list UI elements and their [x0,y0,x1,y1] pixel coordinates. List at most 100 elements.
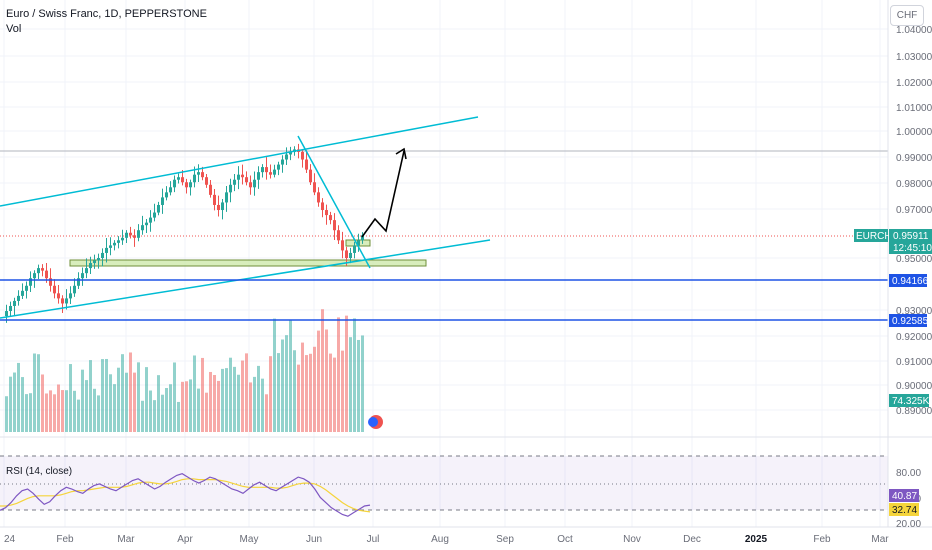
candle-body [281,159,284,165]
current-price-badge: 0.95911 12:45:10 [889,229,932,254]
candle-body [49,278,52,286]
candle-body [101,252,104,258]
time-tick-label: Jun [306,534,322,545]
rsi-tick-label: 80.00 [896,468,921,479]
candle-body [149,217,152,223]
support-zone[interactable] [69,259,427,267]
volume-bar [157,375,160,432]
candle-body [357,240,360,246]
price-tick-label: 0.97000 [896,205,932,216]
volume-bar [25,394,28,432]
candle-body [341,240,344,251]
rsi-ma-badge-text: 32.74 [892,505,917,516]
candle-body [277,164,280,170]
time-tick-label: Mar [871,534,889,545]
volume-bar [9,376,12,432]
volume-bar [201,357,204,432]
volume-bar [353,318,356,432]
candle-body [301,151,304,160]
candle-body [261,167,264,173]
volume-bar [49,390,52,432]
time-tick-label: 24 [4,534,16,545]
candle-body [189,182,192,188]
candle-body [21,290,24,296]
candle-body [125,232,128,238]
candle-body [269,172,272,175]
candle-body [61,298,64,304]
chart-legend: Euro / Swiss Franc, 1D, PEPPERSTONE Vol [6,7,207,37]
candle-body [85,268,88,274]
candle-body [185,182,188,188]
volume-badge-text: 74.325K [892,396,930,407]
volume-bar [253,376,256,432]
volume-bar [145,367,148,432]
candle-body [169,187,172,193]
channel-upper-line[interactable] [0,116,479,207]
time-tick-label: 2025 [745,534,768,545]
volume-bar [85,380,88,432]
rsi-legend-label[interactable]: RSI (14, close) [6,466,73,477]
price-axis[interactable]: 1.04000 1.03000 1.02000 1.01000 1.00000 0.990… [896,25,932,417]
volume-bar [69,364,72,432]
volume-bar [97,395,100,432]
currency-button[interactable]: CHF [890,5,924,26]
symbol-title[interactable]: Euro / Swiss Franc, 1D, PEPPERSTONE [6,8,207,20]
volume-bar [189,379,192,432]
volume-bar [185,381,188,432]
volume-bar [165,388,168,432]
time-tick-label: Oct [557,534,573,545]
candlestick-series [5,143,364,323]
volume-bar [173,362,176,432]
volume-bar [361,335,364,432]
volume-bar [289,320,292,432]
downtrend-line[interactable] [297,135,371,269]
candle-body [313,182,316,193]
candle-body [225,192,228,203]
candle-body [333,220,336,231]
candle-body [45,270,48,279]
volume-bar [17,362,20,432]
volume-bar [13,372,16,432]
volume-bar [261,378,264,432]
time-axis[interactable]: 24 Feb Mar Apr May Jun Jul Aug Sep Oct Nov Dec 2025 F… [4,534,889,545]
volume-bar [209,371,212,432]
volume-bar [153,400,156,432]
volume-bar [357,339,360,432]
time-tick-label: Aug [431,534,449,545]
rsi-value-badge-text: 40.87 [892,491,917,502]
rsi-value-badge: 40.87 [889,489,919,502]
candle-body [201,172,204,178]
volume-bar [29,393,32,432]
volume-bar [317,330,320,432]
price-tick-label: 0.89000 [896,406,932,417]
time-tick-label: Feb [56,534,74,545]
candle-body [77,278,80,286]
candle-body [289,151,292,155]
projection-path[interactable] [361,150,405,238]
candle-body [245,177,248,183]
time-tick-label: Mar [117,534,135,545]
volume-bar [221,368,224,432]
volume-bar [309,353,312,432]
candle-body [109,245,112,248]
price-tick-label: 0.99000 [896,153,932,164]
candle-body [177,177,180,180]
price-tick-label: 0.98000 [896,179,932,190]
candle-body [133,235,136,238]
candle-body [141,225,144,231]
rsi-ma-line [0,478,371,513]
volume-bar [65,390,68,432]
candle-body [53,285,56,294]
candle-body [217,204,220,211]
volume-bar [177,401,180,432]
volume-bar [21,377,24,432]
candle-body [349,252,352,258]
candle-body [165,192,168,198]
candle-body [137,230,140,238]
volume-legend-label[interactable]: Vol [6,23,22,35]
volume-bar [197,388,200,432]
candle-body [353,245,356,253]
volume-bar [249,382,252,432]
channel-lower-line[interactable] [0,239,491,319]
